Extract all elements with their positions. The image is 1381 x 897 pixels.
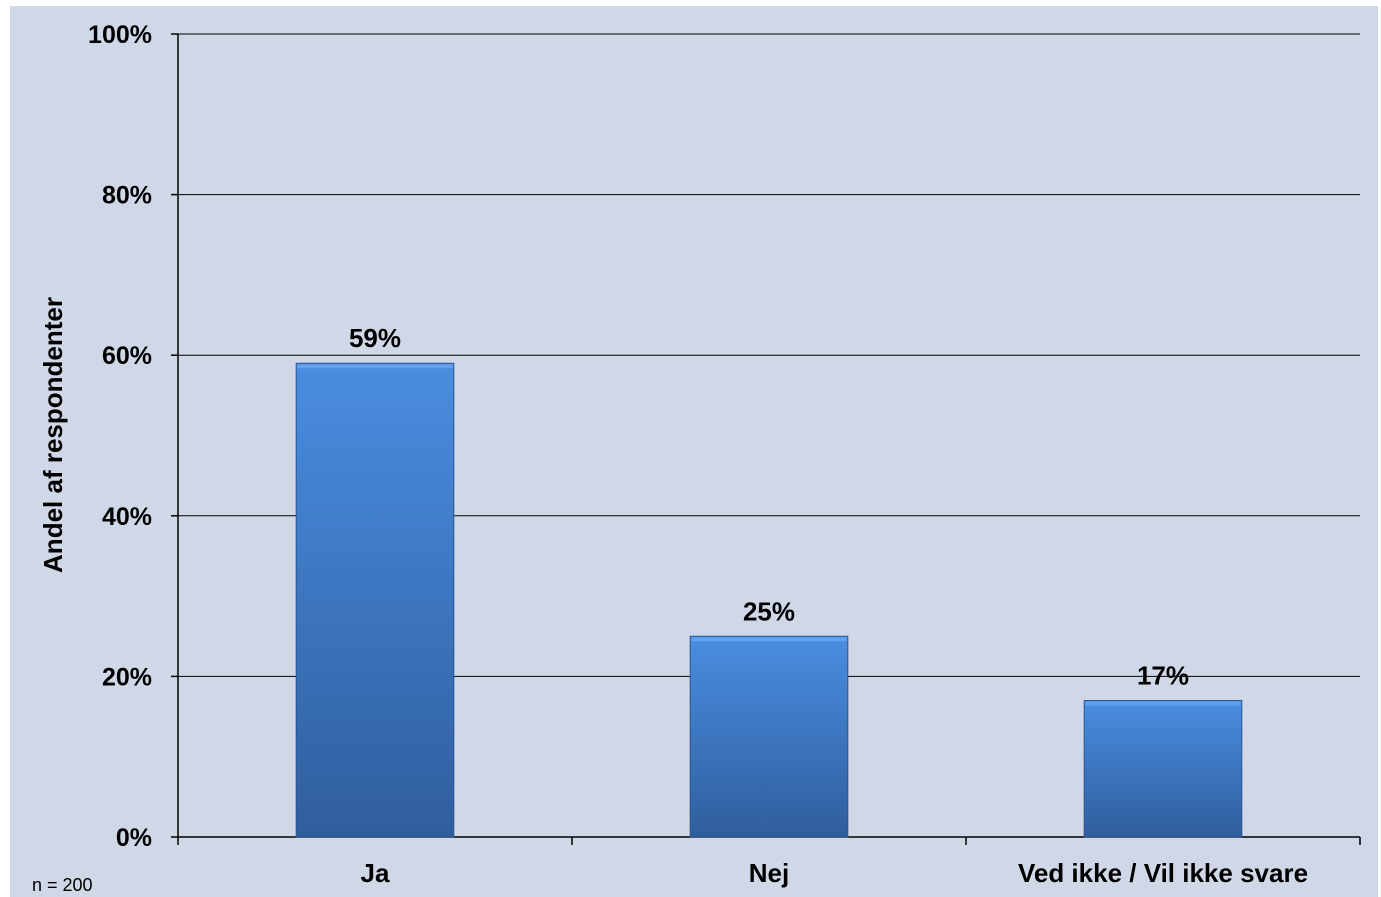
y-tick-label: 100% (88, 21, 152, 49)
bar-ja (295, 362, 455, 838)
bars (295, 362, 1243, 838)
labels: 0% 20% 40% 60% 80% 100% 59% Ja 25% Nej 17% Ved ikke… (88, 21, 1308, 888)
sample-size-note: n = 200 (32, 875, 93, 895)
y-tick-label: 60% (102, 342, 152, 370)
y-tick-label: 40% (102, 503, 152, 531)
x-category-label: Nej (749, 858, 789, 888)
bar-highlight (1085, 701, 1241, 706)
bar-highlight (297, 364, 453, 369)
y-axis-title: Andel af respondenter (38, 297, 68, 573)
y-tick-label: 0% (116, 824, 152, 852)
bar-nej (689, 635, 849, 838)
data-label: 17% (1137, 660, 1189, 690)
y-tick-label: 80% (102, 182, 152, 210)
data-label: 59% (349, 323, 401, 353)
bar-ved-ikke-vil-ikke-svare (1083, 699, 1243, 838)
data-label: 25% (743, 596, 795, 626)
x-category-label: Ja (361, 858, 390, 888)
bar-highlight (691, 637, 847, 642)
y-tick-label: 20% (102, 663, 152, 691)
x-category-label: Ved ikke / Vil ikke svare (1018, 858, 1308, 888)
